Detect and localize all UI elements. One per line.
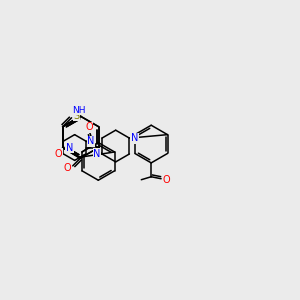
Text: S: S bbox=[74, 111, 80, 121]
Text: N: N bbox=[66, 142, 73, 152]
Text: O: O bbox=[64, 163, 72, 173]
Text: O: O bbox=[85, 122, 93, 132]
Text: N: N bbox=[131, 133, 138, 143]
Text: O: O bbox=[162, 175, 170, 185]
Text: N: N bbox=[87, 136, 94, 146]
Text: NH: NH bbox=[72, 106, 86, 115]
Text: O: O bbox=[55, 149, 62, 159]
Text: N: N bbox=[93, 149, 101, 159]
